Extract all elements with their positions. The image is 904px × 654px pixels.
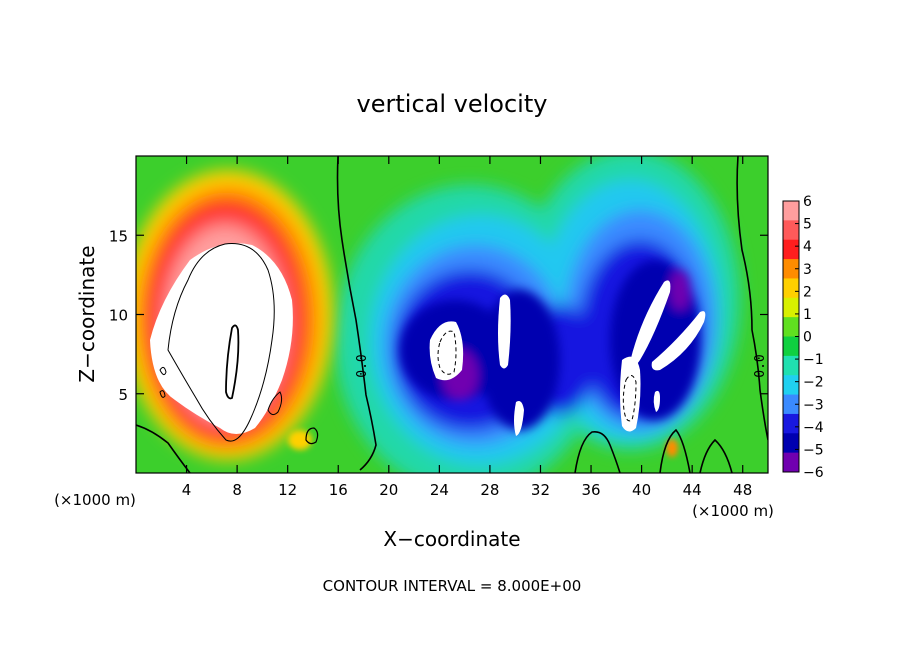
colorbar-swatch [783,336,799,357]
colorbar-label: 4 [803,239,812,255]
x-tick-label: 16 [329,481,348,499]
x-tick-label: 40 [632,481,651,499]
colorbar-label: −3 [803,397,824,413]
updraft-contour-small-2 [267,391,283,416]
x-unit-right: (×1000 m) [692,502,774,520]
downdraft-cores [429,280,706,436]
updraft-contour-small-1 [159,366,167,398]
colorbar-swatch [783,239,799,260]
x-unit-left: (×1000 m) [54,491,136,509]
colorbar-swatch [783,375,799,396]
x-axis-ticks: 4 8 12 16 20 24 28 32 36 40 44 48 [182,156,752,499]
colorbar-label: −6 [803,465,824,481]
colorbar-swatch [783,433,799,454]
zero-contour-bottom-left [136,424,191,473]
colorbar: 6 5 4 3 2 1 0 −1 −2 −3 −4 −5 −6 [782,194,824,481]
contour-interval-footer: CONTOUR INTERVAL = 8.000E+00 [323,577,582,595]
x-axis-label: X−coordinate [383,527,520,551]
y-axis-label: Z−coordinate [75,245,99,382]
colorbar-label: −5 [803,442,824,458]
small-contour-loop [305,427,319,445]
zero-contour-left [336,156,377,471]
x-tick-label: 8 [232,481,242,499]
zero-contour-bottom-right [574,428,733,473]
colorbar-label: 2 [803,284,812,300]
downdraft-contour-dashed-1 [437,330,457,375]
colorbar-swatch [783,297,799,318]
x-tick-label: 12 [278,481,297,499]
x-tick-label: 24 [430,481,449,499]
colorbar-swatch [783,201,799,221]
updraft-contour-inner [225,324,240,400]
colorbar-swatch [783,259,799,279]
colorbar-label: 1 [803,307,812,323]
zero-contour-right [736,156,768,441]
x-tick-label: 20 [379,481,398,499]
x-tick-label: 48 [733,481,752,499]
colorbar-label: −2 [803,375,824,391]
y-tick-label: 15 [109,227,128,245]
contour-label-1: 0.0 [753,354,768,377]
colorbar-swatch [783,355,799,376]
colorbar-label: −1 [803,352,824,368]
colorbar-label: 0 [803,330,812,346]
contour-label-0: 0.0 [355,354,370,377]
colorbar-swatch [783,220,799,241]
x-tick-label: 4 [182,481,192,499]
x-tick-label: 36 [581,481,600,499]
colorbar-swatch [783,317,799,337]
colorbar-label: 3 [803,262,812,278]
updraft-core [150,243,293,434]
x-tick-label: 44 [683,481,702,499]
y-tick-label: 5 [118,386,128,404]
colorbar-swatch [783,452,799,473]
updraft-contour-outer [167,243,275,442]
contour-value-labels: 0.0 0.0 [355,354,768,377]
x-tick-label: 32 [531,481,550,499]
y-tick-label: 10 [109,307,128,325]
colorbar-label: 6 [803,194,812,210]
colorbar-label: 5 [803,217,812,233]
downdraft-contour-dashed-2 [622,375,637,422]
heatmap-field [136,156,768,473]
contour-lines [136,156,768,473]
chart-title: vertical velocity [357,90,548,118]
colorbar-swatch [783,278,799,299]
colorbar-label: −4 [803,420,824,436]
x-tick-label: 28 [480,481,499,499]
colorbar-swatch [783,394,799,415]
colorbar-swatch [783,413,799,434]
y-axis-ticks: 5 10 15 [109,227,768,404]
